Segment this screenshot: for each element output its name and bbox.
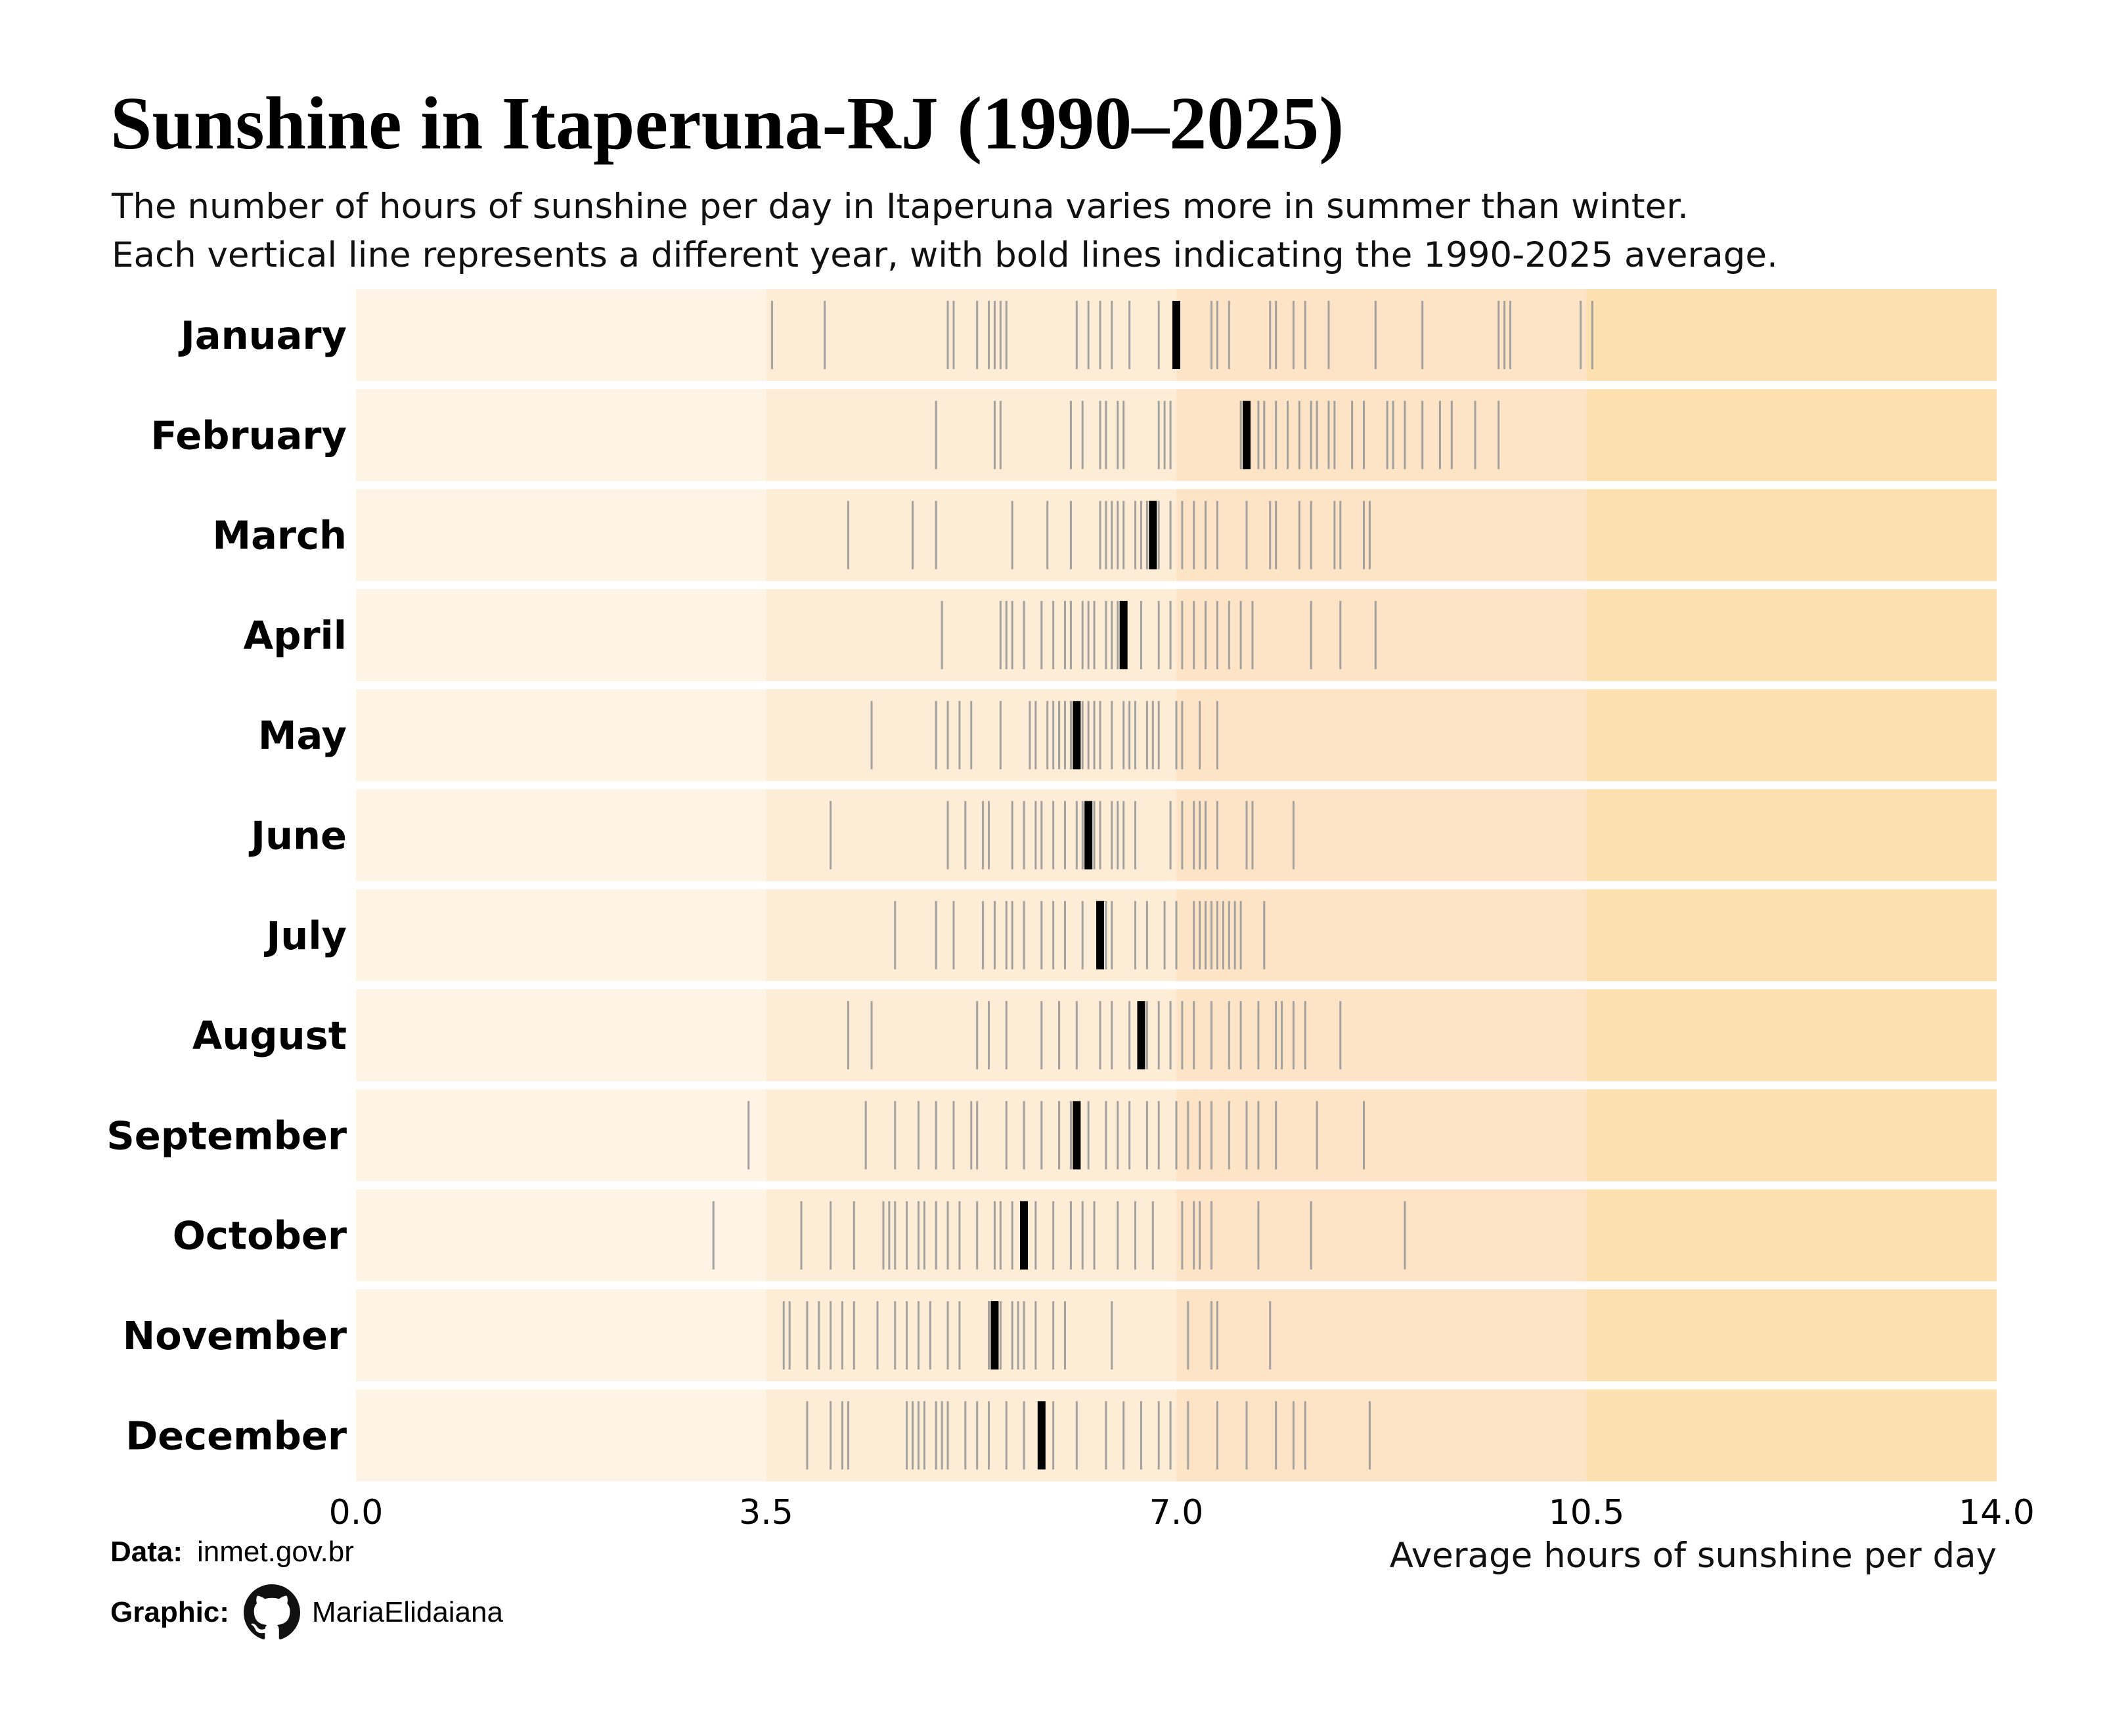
band-july-1 [766,889,1176,981]
month-label-august: August [192,1013,347,1058]
band-october-3 [1586,1189,1997,1281]
month-label-january: January [178,313,347,358]
x-tick-label: 14.0 [1959,1493,2035,1532]
month-label-september: September [106,1113,347,1158]
band-december-2 [1176,1389,1587,1482]
band-july-2 [1176,889,1587,981]
band-august-1 [766,989,1176,1082]
month-label-april: April [244,613,347,658]
month-row-november: November [123,1289,1997,1381]
month-label-november: November [123,1313,347,1358]
band-june-0 [356,789,766,881]
band-july-0 [356,889,766,981]
band-november-1 [766,1289,1176,1381]
band-june-1 [766,789,1176,881]
band-november-0 [356,1289,766,1381]
data-source-link[interactable]: inmet.gov.br [197,1536,354,1568]
month-label-june: June [248,813,347,858]
page-title: Sunshine in Itaperuna-RJ (1990–2025) [110,81,1344,165]
month-label-october: October [173,1213,347,1258]
band-february-0 [356,389,766,481]
band-december-1 [766,1389,1176,1482]
band-april-3 [1586,589,1997,681]
x-tick-label: 0.0 [329,1493,384,1532]
band-april-2 [1176,589,1587,681]
month-rows: January February March April May June July Augu… [106,289,1997,1482]
band-january-2 [1176,289,1587,381]
band-may-0 [356,689,766,782]
graphic-credit: Graphic: MariaElidaiana [110,1584,503,1641]
band-october-0 [356,1189,766,1281]
author-link[interactable]: MariaElidaiana [311,1596,503,1628]
x-tick-label: 3.5 [739,1493,793,1532]
band-september-0 [356,1089,766,1182]
band-june-3 [1586,789,1997,881]
x-tick-label: 7.0 [1149,1493,1204,1532]
month-row-march: March [212,489,1997,581]
data-credit-label: Data: [110,1536,183,1568]
band-june-2 [1176,789,1587,881]
month-row-june: June [248,789,1997,881]
month-row-april: April [244,589,1997,681]
band-january-1 [766,289,1176,381]
month-label-march: March [212,513,347,558]
band-may-2 [1176,689,1587,782]
band-december-0 [356,1389,766,1482]
data-credit: Data: inmet.gov.br [110,1536,354,1569]
band-march-3 [1586,489,1997,581]
month-row-august: August [192,989,1997,1082]
band-may-3 [1586,689,1997,782]
month-row-october: October [173,1189,1997,1281]
month-row-september: September [106,1089,1997,1182]
band-april-0 [356,589,766,681]
subtitle-line-2: Each vertical line represents a differen… [112,235,1778,275]
x-axis-title: Average hours of sunshine per day [1390,1536,1997,1576]
month-row-july: July [263,889,1997,981]
band-february-3 [1586,389,1997,481]
band-september-3 [1586,1089,1997,1182]
band-october-2 [1176,1189,1587,1281]
band-november-3 [1586,1289,1997,1381]
band-november-2 [1176,1289,1587,1381]
month-row-december: December [125,1389,1997,1482]
band-september-2 [1176,1089,1587,1182]
band-march-2 [1176,489,1587,581]
band-march-0 [356,489,766,581]
band-february-1 [766,389,1176,481]
month-label-may: May [258,713,347,758]
month-row-february: February [150,389,1997,481]
band-january-0 [356,289,766,381]
github-icon [243,1584,300,1641]
month-row-may: May [258,689,1997,782]
band-august-0 [356,989,766,1082]
subtitle-line-1: The number of hours of sunshine per day … [112,187,1689,227]
band-august-2 [1176,989,1587,1082]
band-january-3 [1586,289,1997,381]
x-tick-label: 10.5 [1549,1493,1625,1532]
band-february-2 [1176,389,1587,481]
band-july-3 [1586,889,1997,981]
x-axis-ticks: 0.0 3.5 7.0 10.5 14.0 [329,1493,2035,1532]
band-december-3 [1586,1389,1997,1482]
month-label-december: December [125,1413,347,1458]
graphic-credit-label: Graphic: [110,1596,229,1628]
month-label-july: July [263,913,347,958]
band-august-3 [1586,989,1997,1082]
band-october-1 [766,1189,1176,1281]
month-label-february: February [150,412,347,458]
band-march-1 [766,489,1176,581]
band-april-1 [766,589,1176,681]
month-row-january: January [178,289,1997,381]
